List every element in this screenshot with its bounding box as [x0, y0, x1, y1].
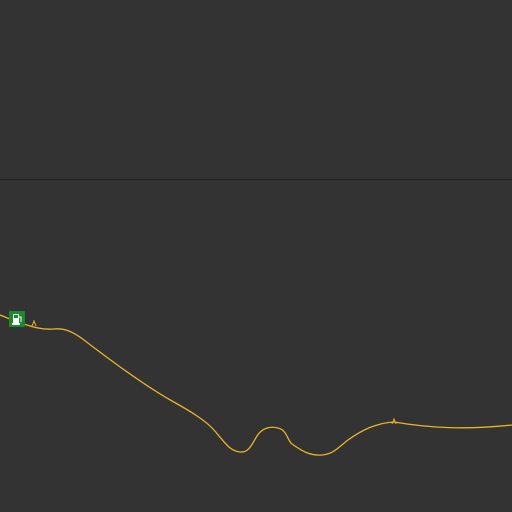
road-line[interactable] — [0, 314, 512, 456]
road-marker — [391, 417, 397, 425]
tile-boundary-line — [0, 179, 512, 180]
fuel-station-marker[interactable] — [9, 311, 25, 327]
road-marker — [31, 319, 37, 327]
fuel-station-icon — [9, 311, 25, 327]
